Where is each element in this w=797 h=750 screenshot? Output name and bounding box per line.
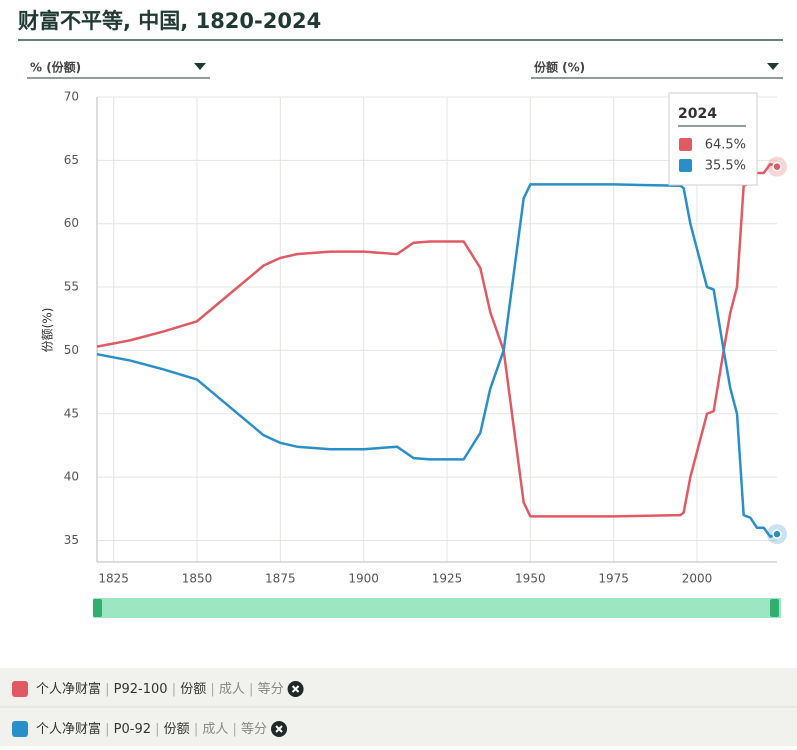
y-tick-label: 70 [64, 90, 79, 104]
y-tick-label: 50 [64, 343, 79, 357]
tooltip-swatch [679, 138, 692, 151]
x-tick-label: 1850 [182, 572, 213, 586]
legend-item[interactable]: 个人净财富 | P92-100 | 份额 | 成人 | 等分 [12, 681, 304, 698]
end-point [772, 529, 782, 539]
legend-tag: P92-100 [114, 682, 168, 697]
tooltip-value: 35.5% [705, 159, 746, 174]
chart-title: 财富不平等, 中国, 1820-2024 [18, 9, 321, 33]
legend-separator: | [190, 722, 203, 737]
tooltip-swatch [679, 159, 692, 172]
legend-separator: | [151, 722, 164, 737]
legend-item[interactable]: 个人净财富 | P0-92 | 份额 | 成人 | 等分 [12, 721, 288, 738]
x-tick-label: 1975 [598, 572, 629, 586]
y-tick-label: 45 [64, 406, 79, 420]
x-tick-label: 1900 [348, 572, 379, 586]
legend-text: 个人净财富 | P0-92 | 份额 | 成人 | 等分 [36, 721, 267, 737]
y-tick-label: 55 [64, 280, 79, 294]
legend-tag: 份额 [180, 682, 206, 697]
remove-button[interactable] [287, 681, 304, 697]
legend-swatch [12, 721, 28, 737]
tooltip-value: 64.5% [705, 138, 746, 153]
legend-tag: 等分 [241, 721, 267, 737]
legend-tag: P0-92 [114, 722, 151, 737]
dropdown-arrow [767, 63, 779, 70]
y-tick-label: 35 [64, 533, 79, 547]
left-selector[interactable]: % (份额) [27, 60, 210, 79]
range-slider[interactable] [93, 598, 781, 618]
legend-separator: | [228, 722, 241, 737]
legend-separator: | [206, 682, 219, 697]
series-line [96, 162, 778, 518]
y-axis-label: 份额(%) [41, 308, 55, 353]
slider-handle[interactable] [770, 599, 779, 617]
x-tick-label: 1950 [515, 572, 546, 586]
slider-track [93, 598, 781, 618]
x-tick-label: 2000 [682, 572, 713, 586]
legend-separator: | [168, 682, 181, 697]
legend-tag: 成人 [219, 682, 245, 697]
legend-separator: | [245, 682, 258, 697]
selector-label: % (份额) [30, 60, 81, 75]
dropdown-arrow [194, 63, 206, 70]
tooltip-title: 2024 [678, 106, 717, 122]
y-tick-label: 40 [64, 470, 79, 484]
legend-separator: | [101, 682, 114, 697]
slider-handle[interactable] [93, 599, 102, 617]
legend-name: 个人净财富 [36, 681, 101, 697]
legend-separator: | [101, 722, 114, 737]
selector-label: 份额 (%) [534, 60, 585, 75]
legend-text: 个人净财富 | P92-100 | 份额 | 成人 | 等分 [36, 681, 284, 697]
remove-cross [291, 685, 300, 693]
legend-name: 个人净财富 [36, 721, 101, 737]
x-tick-label: 1925 [432, 572, 463, 586]
legend-tag: 等分 [258, 681, 284, 697]
legend-swatch [12, 681, 28, 697]
end-point [772, 161, 782, 172]
y-tick-label: 60 [64, 216, 79, 230]
x-tick-label: 1875 [265, 572, 296, 586]
remove-cross [275, 725, 283, 733]
remove-button[interactable] [271, 721, 288, 737]
right-selector[interactable]: 份额 (%) [531, 60, 783, 79]
legend-tag: 份额 [164, 722, 190, 737]
x-tick-label: 1825 [98, 572, 129, 586]
y-tick-label: 65 [64, 153, 79, 167]
series-line [96, 183, 778, 538]
legend-tag: 成人 [202, 722, 228, 737]
tooltip: 2024 64.5% 35.5% [668, 92, 758, 186]
